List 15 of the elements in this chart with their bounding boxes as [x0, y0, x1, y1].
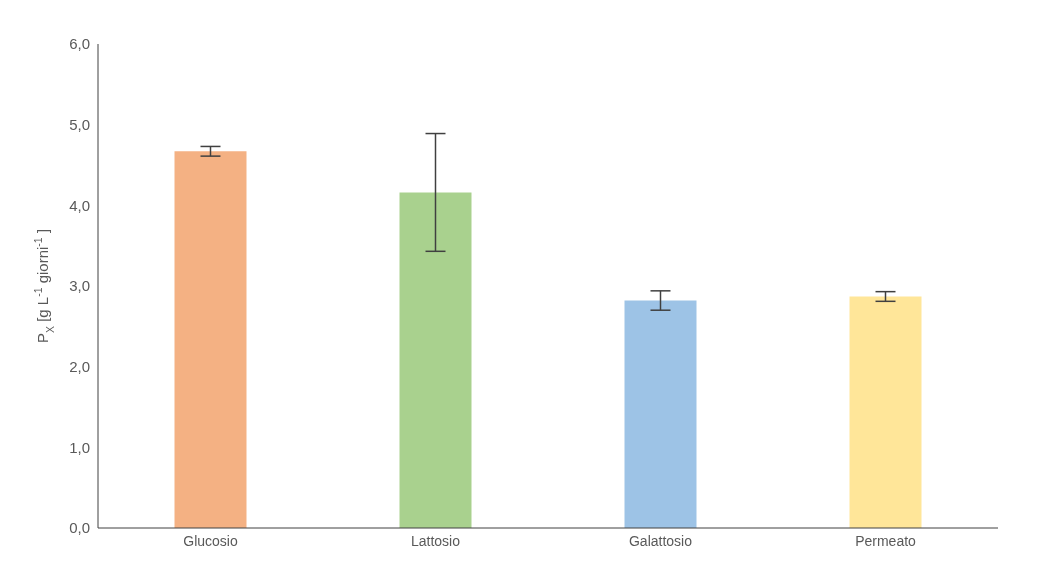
y-tick-label: 5,0	[69, 115, 90, 133]
bar	[399, 192, 472, 528]
y-tick-label: 2,0	[69, 357, 90, 375]
y-tick-label: 4,0	[69, 196, 90, 214]
bar	[174, 151, 247, 528]
x-tick-label: Galattosio	[628, 532, 693, 549]
bar	[849, 296, 922, 528]
y-tick-label: 0,0	[69, 519, 90, 537]
y-tick-label: 1,0	[69, 438, 90, 456]
bar	[624, 300, 697, 528]
x-tick-label: Permeato	[855, 532, 917, 549]
x-tick-label: Glucosio	[183, 532, 238, 549]
y-tick-label: 3,0	[69, 277, 90, 295]
y-tick-label: 6,0	[69, 35, 90, 53]
x-tick-label: Lattosio	[410, 532, 461, 549]
